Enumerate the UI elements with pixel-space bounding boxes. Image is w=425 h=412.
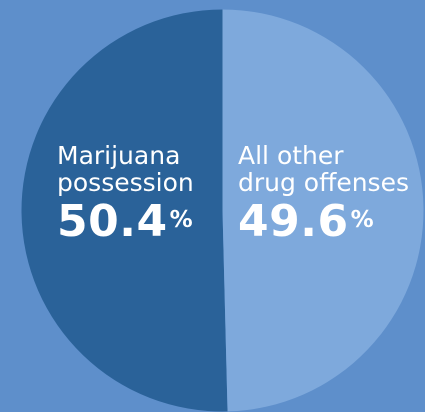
slice-label-line1: Marijuana xyxy=(57,141,181,170)
slice-value: 49.6% xyxy=(238,196,375,247)
slice-value: 50.4% xyxy=(57,196,194,247)
label-all-other-drug-offenses: All other drug offenses 49.6% xyxy=(238,142,409,246)
slice-label-line2: drug offenses xyxy=(238,168,409,197)
pie-slice-marijuana-possession xyxy=(21,9,228,412)
slice-label-line1: All other xyxy=(238,141,344,170)
pie-slice-all-other-drug-offenses xyxy=(222,9,424,412)
slice-label-line2: possession xyxy=(57,168,194,197)
label-marijuana-possession: Marijuana possession 50.4% xyxy=(57,142,194,246)
